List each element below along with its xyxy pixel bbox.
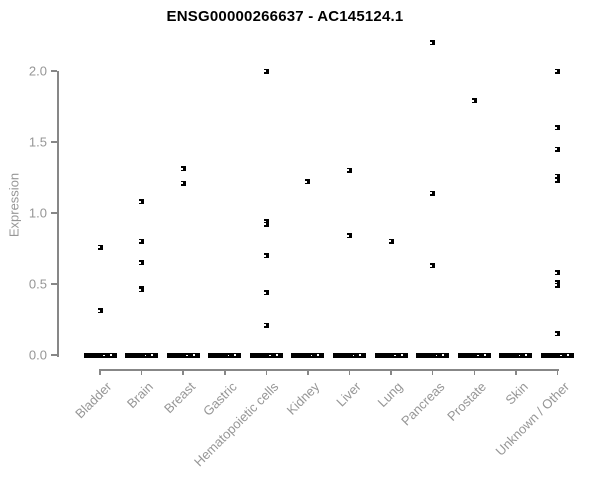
x-category-label: Prostate <box>444 379 489 424</box>
zero-cluster-bar <box>374 352 408 358</box>
data-point <box>263 219 269 225</box>
data-point <box>180 180 186 186</box>
zero-cluster-bar <box>333 352 367 358</box>
y-tick-label: 0.5 <box>28 276 47 292</box>
x-tick <box>515 369 517 375</box>
data-point <box>305 179 311 185</box>
data-point <box>554 280 560 286</box>
x-category-label: Brain <box>124 379 157 412</box>
x-tick <box>224 369 226 375</box>
data-point <box>554 270 560 276</box>
x-category-label: Liver <box>333 379 365 410</box>
data-point <box>97 244 103 250</box>
x-category-label: Kidney <box>283 379 323 418</box>
data-point <box>554 125 560 131</box>
y-tick-label: 0.0 <box>28 347 47 363</box>
x-category-label: Unknown / Other <box>492 379 573 459</box>
data-point <box>97 308 103 314</box>
data-point <box>554 173 560 179</box>
x-tick <box>431 369 434 375</box>
x-tick <box>307 369 309 375</box>
x-tick <box>265 369 268 375</box>
data-point <box>430 190 436 196</box>
chart-title: ENSG00000266637 - AC145124.1 <box>166 8 404 25</box>
x-category-label: Bladder <box>72 379 115 422</box>
zero-cluster-bar <box>125 352 159 358</box>
data-point <box>139 238 145 244</box>
x-axis-line <box>100 369 559 371</box>
data-point <box>263 290 269 296</box>
x-tick <box>473 369 476 375</box>
y-tick <box>51 283 57 285</box>
y-tick-label: 1.0 <box>28 205 47 221</box>
zero-cluster-bar <box>416 352 450 358</box>
y-tick <box>51 141 57 143</box>
x-category-label: Skin <box>502 379 531 408</box>
y-axis-line <box>57 71 59 357</box>
zero-cluster-bar <box>249 352 283 358</box>
x-tick <box>99 369 101 375</box>
data-point <box>139 287 145 293</box>
data-point <box>471 98 477 104</box>
zero-cluster-bar <box>208 352 242 358</box>
y-tick-label: 1.5 <box>28 134 47 150</box>
data-point <box>554 68 560 74</box>
x-tick <box>140 369 143 375</box>
y-tick <box>51 70 57 72</box>
y-tick <box>51 212 57 214</box>
y-tick <box>51 354 57 356</box>
zero-cluster-bar <box>166 352 200 358</box>
data-point <box>347 233 353 239</box>
data-point <box>554 282 560 288</box>
data-point <box>430 40 436 46</box>
data-point <box>554 177 560 183</box>
zero-cluster-bar <box>457 352 491 358</box>
x-tick <box>182 369 184 375</box>
x-tick <box>556 369 559 375</box>
x-category-label: Gastric <box>199 379 240 419</box>
data-point <box>263 322 269 328</box>
data-point <box>180 166 186 172</box>
data-point <box>139 260 145 266</box>
y-tick-label: 2.0 <box>28 63 47 79</box>
zero-cluster-bar <box>83 352 117 358</box>
data-point <box>139 199 145 205</box>
data-point <box>430 263 436 269</box>
data-point <box>554 146 560 152</box>
x-category-label: Pancreas <box>397 379 448 429</box>
data-point <box>388 238 394 244</box>
zero-cluster-bar <box>499 352 533 358</box>
data-point <box>554 331 560 337</box>
data-point <box>347 167 353 173</box>
x-tick <box>390 369 392 375</box>
zero-cluster-bar <box>291 352 325 358</box>
data-point <box>263 253 269 259</box>
x-tick <box>348 369 351 375</box>
x-category-label: Lung <box>374 379 406 411</box>
data-point <box>263 221 269 227</box>
zero-cluster-bar <box>540 352 574 358</box>
x-category-label: Breast <box>160 379 198 417</box>
data-point <box>263 68 269 74</box>
